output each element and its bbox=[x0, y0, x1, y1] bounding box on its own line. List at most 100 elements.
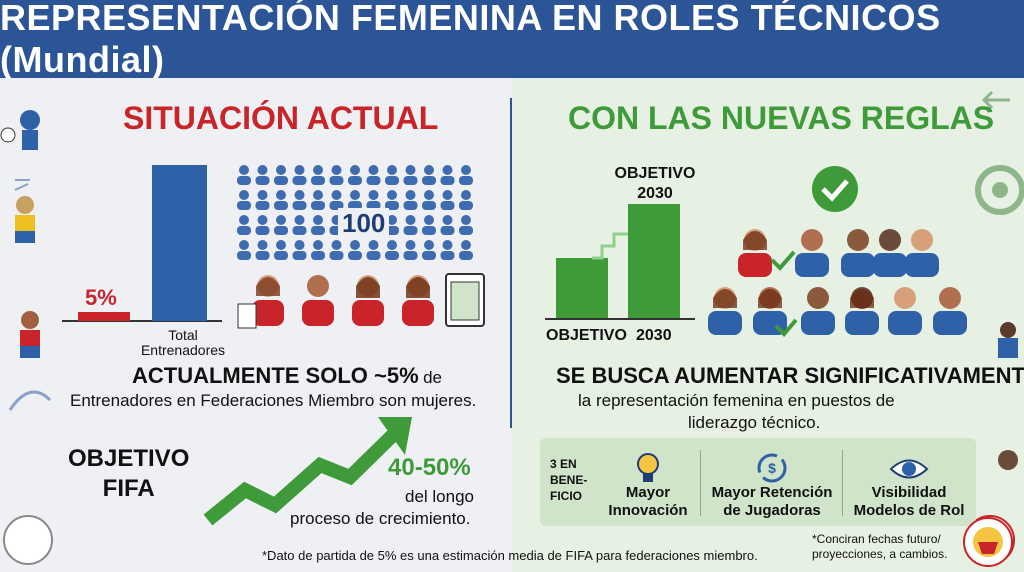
person-icon-body bbox=[274, 201, 288, 210]
person-icon-body bbox=[440, 226, 455, 235]
benefits-panel: 3 EN BENE- FICIO Mayor Innovación $ Mayo… bbox=[540, 438, 976, 526]
person-icon bbox=[294, 190, 305, 200]
person-icon-body bbox=[255, 226, 270, 235]
bar-total-label: Total Entrenadores bbox=[140, 327, 226, 358]
svg-text:$: $ bbox=[768, 460, 776, 476]
coach-body bbox=[888, 311, 922, 335]
check-circle-icon bbox=[812, 166, 858, 212]
person-icon-body bbox=[274, 176, 288, 185]
people-count-label: 100 bbox=[338, 208, 390, 239]
person-icon bbox=[257, 215, 268, 225]
person-icon-body bbox=[459, 251, 473, 260]
bar-current-label: 5% bbox=[85, 285, 117, 310]
coach-body bbox=[708, 311, 742, 335]
eye-icon bbox=[889, 459, 929, 479]
person-icon-body bbox=[385, 251, 399, 260]
person-icon-body bbox=[237, 201, 251, 210]
person-icon-body bbox=[440, 251, 455, 260]
person-icon bbox=[387, 190, 397, 200]
hair-shape bbox=[743, 231, 767, 250]
person-icon bbox=[461, 190, 471, 200]
right-section-title: CON LAS NUEVAS REGLAS bbox=[568, 100, 995, 136]
bar-objective-2030 bbox=[628, 204, 680, 318]
person-icon-body bbox=[311, 201, 325, 210]
right-stat-line2: la representación femenina en puestos de bbox=[578, 391, 895, 410]
person-icon-body bbox=[366, 251, 381, 260]
person-icon bbox=[276, 165, 286, 175]
bar-objective-current bbox=[556, 258, 608, 318]
person-icon bbox=[424, 215, 434, 225]
person-icon bbox=[331, 240, 342, 250]
check-mark-icon bbox=[774, 318, 798, 337]
target-2030-label: OBJETIVO 2030 bbox=[614, 165, 696, 202]
person-icon-body bbox=[348, 176, 362, 185]
benefit-innovation-label: Mayor Innovación bbox=[608, 484, 688, 519]
person-icon bbox=[294, 240, 305, 250]
person-icon-body bbox=[422, 226, 436, 235]
coach-body bbox=[933, 311, 967, 335]
person-icon-body bbox=[403, 201, 418, 210]
person-icon bbox=[239, 240, 249, 250]
person-icon-body bbox=[311, 251, 325, 260]
person-icon-body bbox=[348, 201, 362, 210]
person-icon bbox=[461, 240, 471, 250]
person-icon-body bbox=[311, 176, 325, 185]
male-coach-icon bbox=[911, 229, 933, 251]
male-coach-icon bbox=[807, 287, 829, 309]
hair-shape bbox=[758, 289, 782, 308]
person-icon-body bbox=[255, 176, 270, 185]
growth-arrow-icon bbox=[203, 417, 412, 526]
benefit-retention: $ Mayor Retención de Jugadoras bbox=[702, 438, 842, 526]
fifa-goal-line2: proceso de crecimiento. bbox=[290, 509, 471, 528]
person-icon bbox=[257, 165, 268, 175]
bar-total-coaches bbox=[152, 165, 207, 321]
person-icon-body bbox=[459, 176, 473, 185]
right-chart-baseline bbox=[545, 318, 695, 320]
left-stat-bold: ACTUALMENTE SOLO ~5% bbox=[132, 363, 419, 388]
person-icon bbox=[313, 190, 323, 200]
x-label-2030: 2030 bbox=[636, 327, 672, 344]
benefit-innovation: Mayor Innovación bbox=[598, 438, 698, 526]
person-icon bbox=[405, 165, 416, 175]
benefit-retention-label: Mayor Retención de Jugadoras bbox=[711, 484, 833, 519]
person-icon bbox=[313, 165, 323, 175]
person-icon bbox=[387, 165, 397, 175]
person-icon bbox=[350, 240, 360, 250]
header-banner: REPRESENTACIÓN FEMENINA EN ROLES TÉCNICO… bbox=[0, 0, 1024, 80]
person-icon bbox=[239, 190, 249, 200]
hair-shape bbox=[850, 289, 874, 308]
male-coach-icon bbox=[801, 229, 823, 251]
lightbulb-icon bbox=[637, 453, 659, 482]
fifa-goal-line1: del longo bbox=[405, 487, 475, 506]
person-icon bbox=[424, 190, 434, 200]
person-icon-body bbox=[348, 251, 362, 260]
person-icon bbox=[442, 190, 453, 200]
person-icon-body bbox=[329, 176, 344, 185]
person-icon bbox=[368, 165, 379, 175]
step-arrow-icon bbox=[592, 232, 628, 260]
person-icon bbox=[331, 190, 342, 200]
person-icon-body bbox=[329, 201, 344, 210]
coach-body bbox=[801, 311, 835, 335]
person-icon bbox=[424, 240, 434, 250]
benefit-visibility-label: Visibilidad Modelos de Rol bbox=[853, 484, 965, 519]
person-icon-body bbox=[237, 176, 251, 185]
left-section-title: SITUACIÓN ACTUAL bbox=[123, 100, 439, 136]
person-icon bbox=[294, 215, 305, 225]
male-coach-icon bbox=[894, 287, 916, 309]
person-icon-body bbox=[329, 251, 344, 260]
federation-logo bbox=[963, 517, 1013, 567]
person-icon-body bbox=[403, 226, 418, 235]
fifa-goal-value: 40-50% bbox=[388, 454, 471, 481]
person-icon bbox=[276, 190, 286, 200]
right-stat-line3: liderazgo técnico. bbox=[688, 413, 821, 432]
person-icon bbox=[442, 240, 453, 250]
person-icon bbox=[387, 215, 397, 225]
person-icon bbox=[442, 215, 453, 225]
person-icon bbox=[461, 165, 471, 175]
person-icon bbox=[276, 215, 286, 225]
coach-body bbox=[738, 253, 772, 277]
person-icon-body bbox=[403, 176, 418, 185]
person-icon-body bbox=[237, 251, 251, 260]
person-icon-body bbox=[255, 201, 270, 210]
